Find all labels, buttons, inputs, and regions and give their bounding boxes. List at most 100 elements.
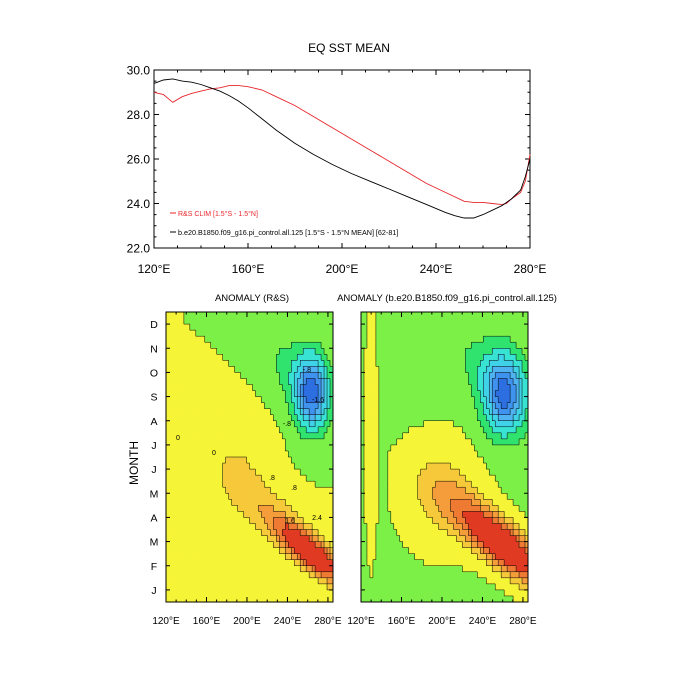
contour-cell: [213, 523, 218, 531]
contour-cell: [411, 312, 416, 319]
contour-cell: [390, 372, 395, 380]
contour-cell: [228, 541, 233, 549]
contour-cell: [294, 523, 298, 531]
contour-cell: [240, 324, 245, 331]
contour-cell: [402, 577, 407, 585]
contour-cell: [315, 487, 319, 494]
contour-cell: [267, 541, 271, 549]
contour-cell: [174, 324, 179, 331]
contour-cell: [198, 547, 203, 555]
contour-cell: [429, 438, 434, 446]
contour-cell: [240, 505, 245, 512]
contour-cell: [366, 577, 371, 585]
contour-cell: [288, 396, 292, 404]
contour-cell: [174, 402, 179, 410]
contour-cell: [387, 390, 392, 398]
contour-cell: [381, 402, 386, 410]
contour-cell: [267, 529, 271, 537]
contour-cell: [267, 565, 271, 573]
contour-cell: [438, 432, 443, 440]
contour-cell: [166, 402, 170, 410]
contour-cell: [294, 444, 298, 452]
contour-cell: [408, 414, 413, 422]
contour-cell: [396, 354, 401, 361]
contour-cell: [291, 547, 295, 555]
contour-cell: [252, 330, 257, 337]
contour-cell: [189, 457, 194, 464]
contour-cell: [324, 360, 328, 367]
contour-cell: [399, 571, 404, 579]
contour-cell: [297, 330, 301, 337]
contour-cell: [378, 420, 383, 428]
contour-cell: [195, 523, 200, 531]
contour-cell: [252, 372, 257, 380]
contour-cell: [396, 360, 401, 367]
contour-cell: [327, 312, 331, 319]
contour-cell: [321, 402, 325, 410]
contour-cell: [204, 420, 209, 428]
contour-cell: [309, 559, 313, 567]
contour-cell: [204, 390, 209, 398]
contour-cell: [282, 342, 286, 349]
top-y-tick-label: 22.0: [127, 242, 151, 256]
contour-cell: [417, 360, 422, 367]
contour-cell: [306, 324, 310, 331]
contour-cell: [285, 469, 289, 476]
contour-cell: [177, 529, 182, 537]
contour-cell: [234, 481, 239, 488]
contour-cell: [300, 390, 304, 398]
contour-cell: [312, 463, 316, 470]
contour-cell: [282, 438, 286, 446]
contour-cell: [435, 318, 440, 325]
contour-cell: [186, 312, 191, 319]
contour-cell: [249, 444, 254, 452]
contour-cell: [306, 511, 310, 519]
contour-cell: [369, 432, 374, 440]
contour-cell: [405, 384, 410, 392]
contour-cell: [166, 595, 170, 602]
contour-cell: [258, 475, 263, 482]
contour-cell: [180, 469, 185, 476]
contour-cell: [363, 469, 368, 476]
contour-cell: [303, 318, 307, 325]
contour-cell: [270, 312, 274, 319]
contour-cell: [444, 559, 449, 567]
contour-cell: [198, 529, 203, 537]
contour-cell: [243, 487, 248, 494]
contour-cell: [234, 324, 239, 331]
contour-cell: [166, 366, 170, 374]
contour-cell: [327, 366, 331, 374]
contour-cell: [216, 493, 221, 500]
contour-cell: [246, 324, 251, 331]
contour-cell: [441, 396, 446, 404]
contour-cell: [288, 529, 292, 537]
contour-cell: [435, 342, 440, 349]
contour-cell: [267, 517, 271, 525]
contour-cell: [327, 505, 331, 512]
contour-cell: [255, 559, 260, 567]
contour-cell: [198, 577, 203, 585]
contour-cell: [324, 384, 328, 392]
contour-cell: [279, 312, 283, 319]
contour-cell: [213, 493, 218, 500]
contour-cell: [435, 402, 440, 410]
contour-cell: [420, 432, 425, 440]
contour-cell: [375, 457, 380, 464]
contour-cell: [267, 426, 271, 434]
contour-cell: [183, 487, 188, 494]
contour-cell: [396, 336, 401, 343]
contour-cell: [216, 432, 221, 440]
panel-x-tick-label: 200°E: [233, 616, 261, 627]
contour-cell: [222, 384, 227, 392]
contour-cell: [435, 312, 440, 319]
contour-cell: [435, 444, 440, 452]
contour-cell: [279, 559, 283, 567]
contour-cell: [438, 444, 443, 452]
contour-cell: [276, 438, 280, 446]
contour-cell: [384, 481, 389, 488]
contour-cell: [372, 511, 377, 519]
contour-cell: [285, 354, 289, 361]
contour-cell: [174, 517, 179, 525]
contour-cell: [426, 505, 431, 512]
contour-cell: [231, 565, 236, 573]
